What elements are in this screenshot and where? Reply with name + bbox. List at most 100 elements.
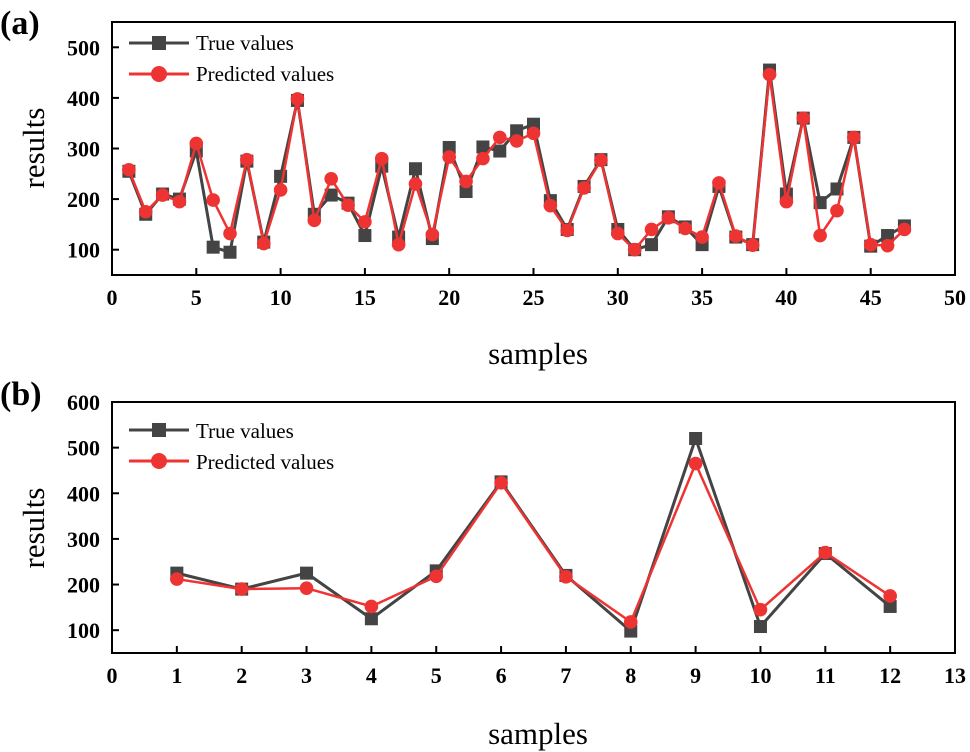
legend-true-marker [152, 36, 166, 50]
predicted-value-point [364, 599, 379, 614]
y-tick-label: 200 [67, 187, 100, 212]
true-value-point [459, 185, 473, 199]
predicted-value-point [830, 203, 844, 218]
predicted-value-point [762, 67, 777, 82]
predicted-value-point [661, 211, 676, 225]
predicted-value-point [560, 223, 575, 238]
x-tick-label: 20 [438, 285, 460, 310]
predicted-value-point [170, 572, 184, 586]
true-value-point [476, 140, 490, 154]
panel-b: (b) 0 1 2 3 4 5 6 7 8 9 10 11 12 13100200300400500600… [0, 376, 966, 751]
predicted-value-point [611, 226, 625, 241]
predicted-values-line [176, 462, 891, 624]
panel-b-y-axis-title: results [16, 488, 51, 569]
panel-a: (a) 0 5 10 15 20 25 30 35 40 45 50100200300400500 … [0, 5, 966, 371]
x-tick-label: 10 [270, 285, 292, 310]
y-tick-label: 300 [67, 527, 100, 552]
predicted-value-point [897, 222, 912, 237]
true-value-point [223, 245, 237, 259]
x-tick-label: 25 [523, 285, 545, 310]
panel-a-y-axis-title: results [16, 108, 51, 189]
legend-predicted-label: Predicted values [196, 450, 334, 474]
predicted-value-point [796, 111, 811, 125]
x-tick-label: 50 [944, 285, 966, 310]
predicted-value-point [425, 227, 440, 242]
y-tick-label: 200 [67, 573, 100, 598]
predicted-value-point [172, 194, 187, 209]
y-tick-label: 100 [67, 618, 100, 643]
true-value-point [689, 432, 703, 446]
predicted-value-point [863, 237, 878, 252]
true-value-point [510, 124, 524, 138]
x-tick-label: 2 [236, 663, 247, 688]
predicted-value-point [408, 177, 423, 191]
true-value-point [300, 566, 314, 580]
true-value-point [206, 240, 220, 254]
predicted-value-point [122, 162, 136, 177]
true-value-point [645, 238, 659, 252]
predicted-value-point [678, 221, 693, 236]
x-tick-label: 10 [749, 663, 771, 688]
predicted-value-point [324, 172, 338, 186]
predicted-value-point [138, 204, 153, 219]
predicted-value-point [688, 456, 703, 471]
predicted-value-point [526, 126, 541, 141]
x-tick-label: 6 [496, 663, 507, 688]
true-value-point [358, 229, 372, 243]
y-tick-label: 100 [67, 238, 100, 263]
predicted-value-point [374, 151, 389, 166]
true-value-point [753, 620, 767, 634]
true-value-point [364, 612, 378, 626]
x-tick-label: 4 [366, 663, 377, 688]
predicted-value-point [307, 213, 322, 228]
legend-true-label: True values [196, 419, 294, 443]
panel-b-legend: True values Predicted values [129, 419, 334, 474]
x-tick-label: 35 [691, 285, 713, 310]
predicted-value-point [240, 152, 254, 167]
predicted-value-point [256, 236, 271, 251]
x-tick-label: 40 [775, 285, 797, 310]
predicted-value-point [341, 198, 355, 212]
y-tick-label: 600 [67, 390, 100, 415]
predicted-value-point [189, 136, 204, 151]
x-tick-label: 13 [944, 663, 966, 688]
legend-true-label: True values [196, 31, 294, 55]
predicted-value-point [753, 602, 768, 617]
predicted-value-point [492, 130, 507, 145]
predicted-value-point [509, 134, 524, 148]
predicted-value-point [695, 230, 709, 244]
x-tick-label: 0 [107, 285, 118, 310]
legend-predicted-label: Predicted values [196, 62, 334, 86]
true-value-point [493, 144, 507, 158]
predicted-value-point [577, 181, 591, 195]
panel-a-x-axis-title: samples [488, 336, 588, 371]
x-tick-label: 5 [431, 663, 442, 688]
legend-predicted-marker [151, 66, 167, 82]
panel-a-frame [111, 21, 956, 276]
panel-b-frame [111, 401, 956, 654]
legend-true-marker [152, 423, 166, 437]
panel-b-label: (b) [0, 376, 42, 413]
predicted-value-point [391, 237, 406, 252]
predicted-value-point [476, 151, 490, 166]
predicted-value-point [559, 569, 573, 584]
panel-a-legend: True values Predicted values [129, 31, 334, 86]
predicted-value-point [494, 475, 508, 490]
predicted-value-point [273, 183, 288, 197]
x-tick-label: 5 [191, 285, 202, 310]
predicted-value-point [883, 589, 897, 603]
predicted-value-point [223, 226, 237, 241]
x-tick-label: 11 [815, 663, 836, 688]
true-value-point [881, 229, 895, 243]
x-tick-label: 0 [107, 663, 118, 688]
predicted-value-point [813, 228, 827, 243]
x-tick-label: 15 [354, 285, 376, 310]
x-tick-label: 1 [171, 663, 182, 688]
predicted-value-point [712, 176, 726, 190]
x-tick-label: 12 [879, 663, 901, 688]
x-tick-label: 45 [860, 285, 882, 310]
x-tick-label: 7 [560, 663, 571, 688]
predicted-value-point [594, 153, 608, 167]
x-tick-label: 30 [607, 285, 629, 310]
predicted-value-point [779, 194, 794, 209]
